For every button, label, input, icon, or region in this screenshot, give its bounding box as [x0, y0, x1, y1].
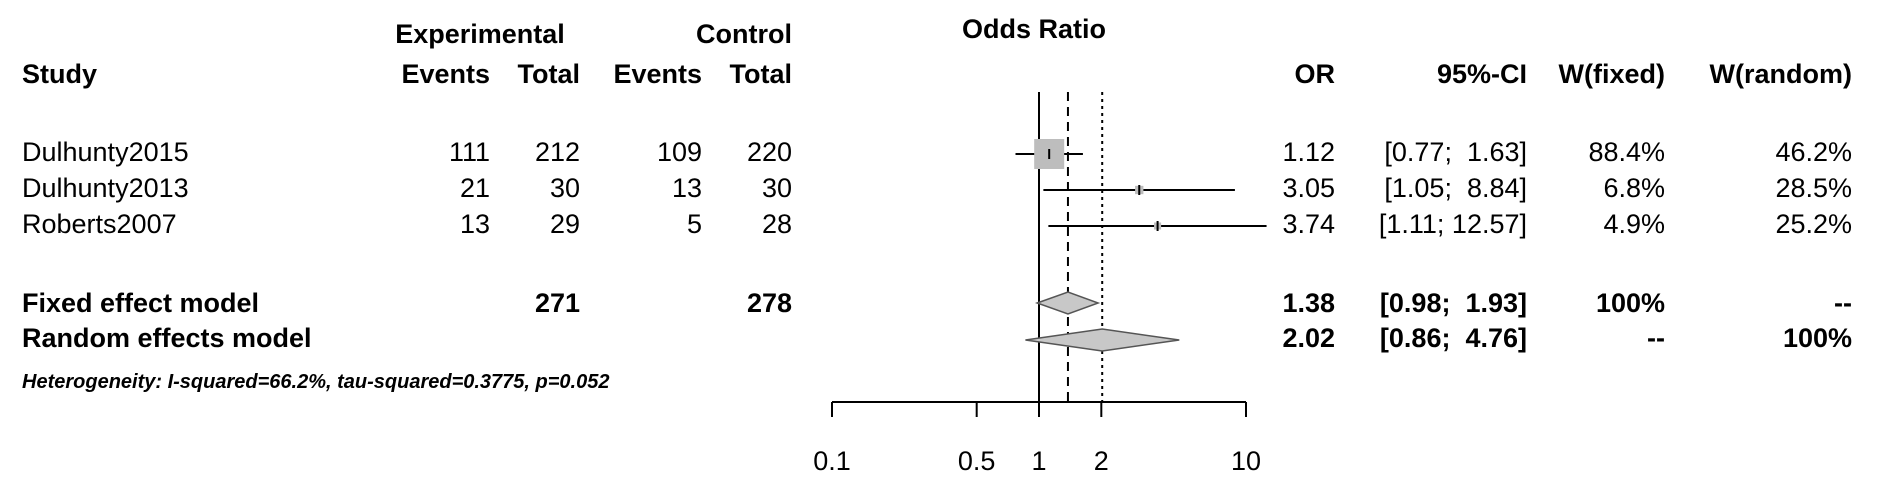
control-header: Control: [696, 19, 792, 49]
w-fixed-value: 4.9%: [1603, 209, 1665, 239]
w-random-value: 28.5%: [1775, 173, 1852, 203]
or-value: 3.74: [1282, 209, 1335, 239]
ctl-total: 30: [762, 173, 792, 203]
w-random-value: 25.2%: [1775, 209, 1852, 239]
ctl-events: 13: [672, 173, 702, 203]
col-w-fixed: W(fixed): [1559, 59, 1665, 89]
study-name: Roberts2007: [22, 209, 177, 239]
ci-value: [1.11; 12.57]: [1379, 209, 1527, 239]
exp-events: 13: [460, 209, 490, 239]
col-ctl-events: Events: [613, 59, 702, 89]
study-name: Dulhunty2015: [22, 137, 189, 167]
exp-total: 212: [535, 137, 580, 167]
ci-value: [1.05; 8.84]: [1384, 173, 1527, 203]
random-w-random: 100%: [1783, 323, 1852, 353]
ci-value: [0.77; 1.63]: [1384, 137, 1527, 167]
fixed-w-fixed: 100%: [1596, 288, 1665, 318]
or-value: 3.05: [1282, 173, 1335, 203]
random-effects-diamond: [1025, 328, 1180, 352]
x-tick-label: 10: [1231, 446, 1261, 476]
col-or: OR: [1295, 59, 1336, 89]
fixed-w-random: --: [1834, 288, 1852, 318]
random-label: Random effects model: [22, 323, 312, 353]
x-tick-label: 1: [1031, 446, 1046, 476]
ctl-events: 5: [687, 209, 702, 239]
random-w-fixed: --: [1647, 323, 1665, 353]
ctl-events: 109: [657, 137, 702, 167]
col-exp-events: Events: [401, 59, 490, 89]
experimental-header: Experimental: [395, 19, 565, 49]
fixed-or: 1.38: [1282, 288, 1335, 318]
x-tick-label: 0.5: [958, 446, 996, 476]
col-study: Study: [22, 59, 97, 89]
plot-title: Odds Ratio: [962, 14, 1106, 44]
fixed-ctl-total: 278: [747, 288, 792, 318]
study-row: Roberts2007 13 29 5 28 3.74 [1.11; 12.57…: [22, 209, 1852, 239]
random-ci: [0.86; 4.76]: [1380, 323, 1527, 353]
ctl-total: 28: [762, 209, 792, 239]
col-exp-total: Total: [518, 59, 581, 89]
ctl-total: 220: [747, 137, 792, 167]
study-row: Dulhunty2015 111 212 109 220 1.12 [0.77;…: [22, 137, 1852, 167]
w-fixed-value: 88.4%: [1588, 137, 1665, 167]
study-name: Dulhunty2013: [22, 173, 189, 203]
fixed-effect-row: Fixed effect model 271 278 1.38 [0.98; 1…: [22, 288, 1852, 318]
heterogeneity-note: Heterogeneity: I-squared=66.2%, tau-squa…: [22, 371, 609, 393]
fixed-label: Fixed effect model: [22, 288, 259, 318]
w-fixed-value: 6.8%: [1603, 173, 1665, 203]
fixed-effect-diamond: [1034, 291, 1101, 315]
random-or: 2.02: [1282, 323, 1335, 353]
exp-total: 29: [550, 209, 580, 239]
fixed-ci: [0.98; 1.93]: [1380, 288, 1527, 318]
col-ctl-total: Total: [730, 59, 793, 89]
w-random-value: 46.2%: [1775, 137, 1852, 167]
random-effects-row: Random effects model 2.02 [0.86; 4.76] -…: [22, 323, 1852, 353]
exp-events: 21: [460, 173, 490, 203]
plot-area: 0.1 0.5 1 2 10: [813, 92, 1267, 476]
exp-total: 30: [550, 173, 580, 203]
or-value: 1.12: [1282, 137, 1335, 167]
study-row: Dulhunty2013 21 30 13 30 3.05 [1.05; 8.8…: [22, 173, 1852, 203]
x-tick-label: 0.1: [813, 446, 851, 476]
col-ci: 95%-CI: [1437, 59, 1527, 89]
col-w-random: W(random): [1710, 59, 1852, 89]
x-tick-label: 2: [1094, 446, 1109, 476]
exp-events: 111: [449, 137, 490, 167]
fixed-exp-total: 271: [535, 288, 580, 318]
